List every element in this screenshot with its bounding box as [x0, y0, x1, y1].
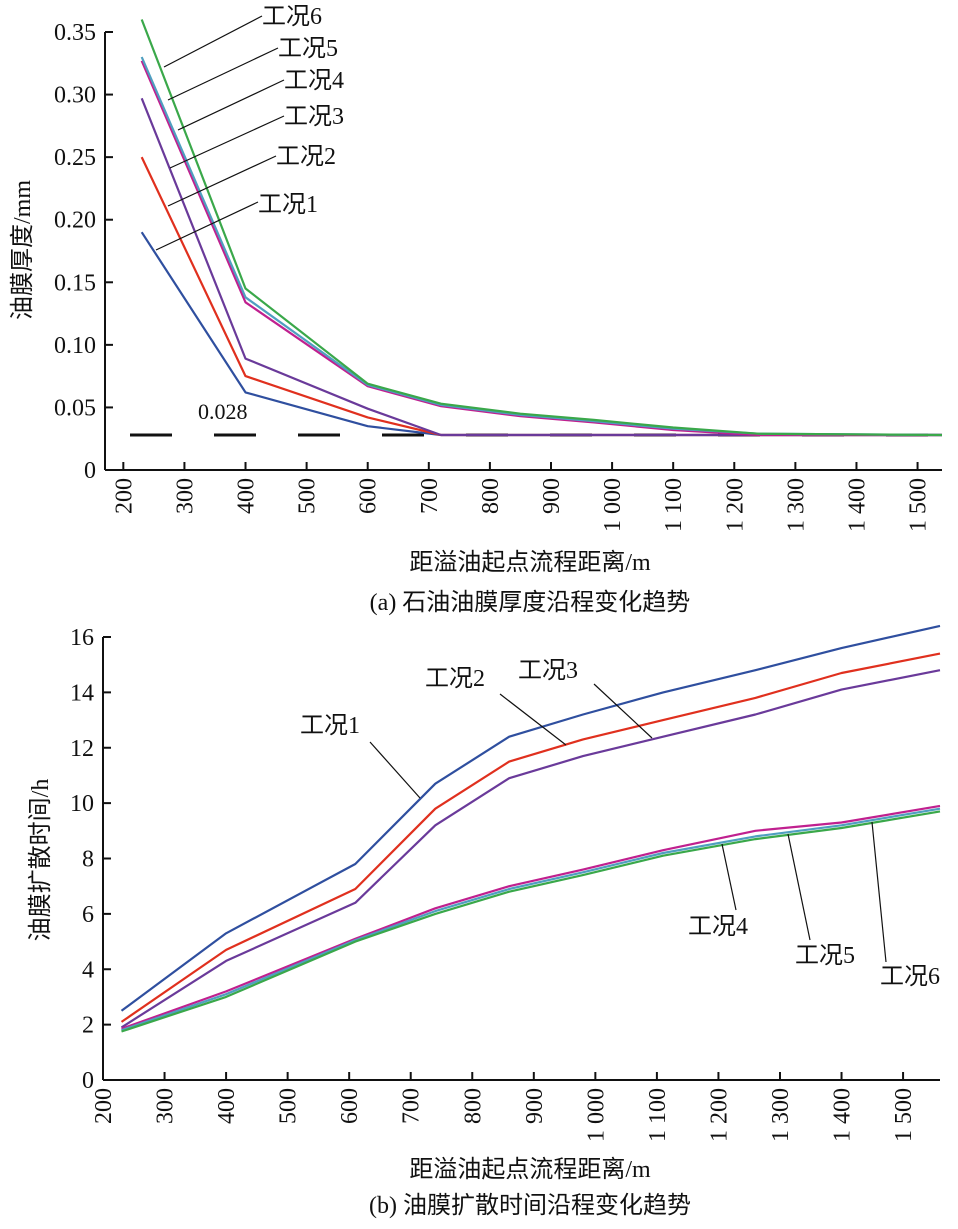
y-tick-label: 0.20	[54, 208, 96, 234]
series-label-leader	[593, 683, 653, 739]
y-tick-label: 14	[70, 680, 94, 706]
series-label: 工况3	[284, 104, 344, 130]
x-tick-label: 300	[153, 1088, 179, 1124]
series-label-leader	[167, 47, 279, 101]
chart-b-y-label: 油膜扩散时间/h	[27, 779, 54, 942]
x-tick-label: 900	[539, 478, 565, 514]
chart-a-series	[140, 19, 943, 437]
series-label: 工况6	[262, 4, 322, 30]
series-label-leader	[167, 155, 277, 207]
chart-a-thickness: 0.028 0 0.05 0.10 0.15 0.20 0.25 0.30 0.35 200 3…	[9, 4, 943, 616]
chart-b-x-label: 距溢油起点流程距离/m	[409, 1156, 651, 1183]
y-tick-label: 8	[82, 847, 94, 873]
chart-a-caption: (a) 石油油膜厚度沿程变化趋势	[370, 589, 691, 616]
y-tick-label: 0.25	[54, 145, 96, 171]
chart-a-x-label: 距溢油起点流程距离/m	[409, 549, 651, 576]
x-tick-label: 1 300	[768, 1088, 794, 1142]
series-label-leader	[169, 115, 285, 169]
series-line	[120, 624, 941, 1012]
chart-b-time: 0 2 4 6 8 10 12 14 16 200 300 400 500 600 700 800 900 1 …	[27, 624, 941, 1219]
x-tick-label: 1 200	[706, 1088, 732, 1142]
x-tick-label: 1 200	[722, 478, 748, 532]
y-tick-label: 0	[84, 458, 96, 484]
x-tick-label: 700	[399, 1088, 425, 1124]
series-label-leader	[369, 741, 421, 799]
x-tick-label: 1 000	[600, 478, 626, 532]
series-label-leader	[871, 821, 887, 963]
x-tick-label: 700	[417, 478, 443, 514]
series-label: 工况5	[795, 943, 855, 969]
series-label: 工况1	[300, 713, 360, 739]
series-line	[140, 19, 943, 437]
series-line	[140, 56, 943, 437]
series-label-leader	[177, 79, 285, 131]
y-tick-label: 4	[82, 957, 94, 983]
x-tick-label: 1 500	[906, 478, 932, 532]
chart-a-series-labels: 工况6 工况5 工况4 工况3 工况2 工况1	[155, 4, 344, 251]
series-label: 工况2	[425, 666, 485, 692]
series-line	[140, 60, 942, 437]
x-tick-label: 500	[295, 478, 321, 514]
series-label: 工况3	[518, 658, 578, 684]
x-tick-label: 400	[214, 1088, 240, 1124]
x-tick-label: 400	[234, 478, 260, 514]
series-line	[120, 652, 941, 1023]
series-line	[121, 804, 941, 1030]
x-tick-label: 600	[337, 1088, 363, 1124]
series-label: 工况2	[276, 144, 336, 170]
series-label-leader	[155, 201, 259, 251]
series-line	[121, 810, 941, 1033]
y-tick-label: 0.10	[54, 333, 96, 359]
x-tick-label: 600	[356, 478, 382, 514]
x-tick-label: 200	[91, 1088, 117, 1124]
chart-a-y-ticks: 0 0.05 0.10 0.15 0.20 0.25 0.30 0.35	[54, 20, 113, 484]
x-tick-label: 900	[522, 1088, 548, 1124]
x-tick-label: 1 100	[661, 478, 687, 532]
series-label: 工况6	[880, 964, 940, 990]
x-tick-label: 1 400	[830, 1088, 856, 1142]
x-tick-label: 300	[172, 478, 198, 514]
series-label: 工况4	[688, 914, 748, 940]
series-label-leader	[721, 843, 737, 911]
chart-b-series	[120, 624, 941, 1033]
x-tick-label: 1 300	[783, 478, 809, 532]
chart-a-x-ticks: 200 300 400 500 600 700 800 900 1 000 1 100 1 200 1…	[111, 462, 932, 532]
x-tick-label: 800	[460, 1088, 486, 1124]
series-label-leader	[163, 15, 263, 68]
y-tick-label: 2	[82, 1013, 94, 1039]
series-line	[120, 669, 941, 1029]
series-line	[140, 97, 942, 437]
x-tick-label: 1 100	[645, 1088, 671, 1142]
chart-b-caption: (b) 油膜扩散时间沿程变化趋势	[369, 1192, 691, 1219]
series-label: 工况4	[284, 68, 344, 94]
y-tick-label: 0.05	[54, 395, 96, 421]
x-tick-label: 1 400	[844, 478, 870, 532]
chart-b-y-ticks: 0 2 4 6 8 10 12 14 16	[70, 625, 111, 1094]
x-tick-label: 1 500	[891, 1088, 917, 1142]
y-tick-label: 0.30	[54, 83, 96, 109]
y-tick-label: 6	[82, 902, 94, 928]
series-line	[121, 807, 941, 1032]
x-tick-label: 200	[111, 478, 137, 514]
chart-a-threshold-label: 0.028	[198, 399, 248, 424]
y-tick-label: 0.35	[54, 20, 96, 46]
chart-b-series-labels: 工况1 工况2 工况3 工况4 工况5 工况6	[300, 658, 940, 990]
series-label: 工况1	[258, 192, 318, 218]
y-tick-label: 10	[70, 791, 94, 817]
x-tick-label: 800	[478, 478, 504, 514]
x-tick-label: 1 000	[583, 1088, 609, 1142]
series-label-leader	[499, 693, 567, 746]
chart-b-x-ticks: 200 300 400 500 600 700 800 900 1 000 1 100 1 200 1…	[91, 1072, 917, 1142]
x-tick-label: 500	[276, 1088, 302, 1124]
series-label-leader	[787, 833, 811, 941]
y-tick-label: 12	[70, 736, 94, 762]
chart-a-y-label: 油膜厚度/mm	[9, 180, 36, 320]
y-tick-label: 0.15	[54, 270, 96, 296]
series-label: 工况5	[278, 36, 338, 62]
series-line	[140, 231, 942, 437]
y-tick-label: 0	[82, 1068, 94, 1094]
y-tick-label: 16	[70, 625, 94, 651]
